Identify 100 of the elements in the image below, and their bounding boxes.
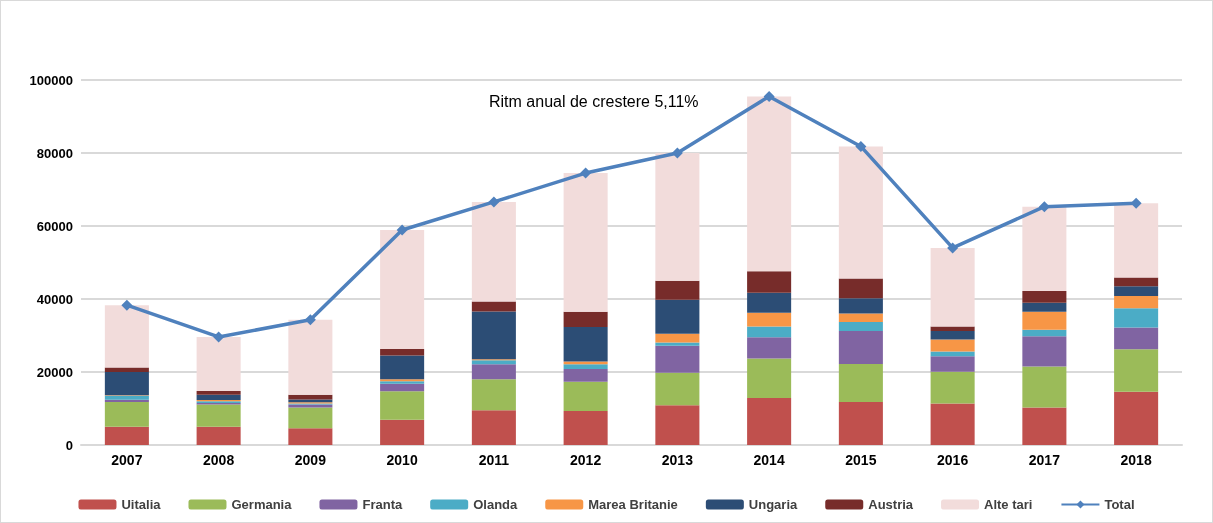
bar (471, 360, 516, 365)
legend-label: Uitalia (121, 497, 162, 512)
bar (655, 405, 700, 445)
bar (380, 349, 425, 356)
y-tick-label: 100000 (29, 72, 73, 88)
x-tick-label: 2018 (1120, 452, 1152, 468)
bar (747, 96, 792, 272)
bar (655, 333, 700, 343)
bar (196, 426, 241, 445)
bar (655, 299, 700, 334)
bar (380, 391, 425, 420)
bar (838, 331, 883, 364)
bar (380, 419, 425, 445)
bar (1114, 349, 1159, 392)
bar (104, 401, 149, 427)
bar (1114, 296, 1159, 309)
point (671, 147, 683, 159)
annotation: Ritm anual de crestere 5,11% (489, 92, 699, 110)
bar (1114, 391, 1159, 445)
x-tick-label: 2010 (386, 452, 418, 468)
bar (1022, 290, 1067, 303)
bar (1114, 327, 1159, 350)
x-tick-label: 2014 (753, 452, 785, 468)
bar (104, 372, 149, 396)
bar (104, 426, 149, 445)
bar (563, 327, 608, 362)
bar (838, 322, 883, 332)
y-tick-label: 80000 (36, 145, 73, 161)
bar (563, 411, 608, 445)
bar (747, 358, 792, 398)
bar (471, 301, 516, 312)
point (1038, 201, 1050, 213)
bar (930, 371, 975, 404)
bar (471, 201, 516, 302)
bar (471, 379, 516, 411)
x-tick-label: 2017 (1028, 452, 1061, 468)
bar (196, 404, 241, 427)
bar (563, 381, 608, 412)
bar (563, 173, 608, 312)
bar (288, 428, 333, 445)
point (396, 224, 408, 236)
bar (1114, 308, 1159, 328)
bar (1022, 329, 1067, 337)
bar (838, 146, 883, 279)
bar (838, 298, 883, 314)
bar (563, 364, 608, 370)
bar (930, 331, 975, 340)
bar (655, 372, 700, 406)
bar (655, 342, 700, 346)
bar (838, 278, 883, 299)
bar (1022, 206, 1067, 291)
point (121, 299, 133, 311)
legend-label: Austria (868, 497, 914, 512)
bar (104, 367, 149, 372)
bar (747, 292, 792, 313)
point (947, 242, 959, 254)
point (763, 90, 775, 102)
x-tick-label: 2007 (111, 452, 143, 468)
x-tick-label: 2011 (478, 452, 510, 468)
bar (1114, 286, 1159, 297)
bar (104, 395, 149, 400)
bar (655, 345, 700, 373)
bar (930, 356, 975, 372)
bar (380, 230, 425, 350)
x-tick-label: 2009 (294, 452, 327, 468)
bar (1114, 277, 1159, 287)
bar (288, 319, 333, 395)
bar (1114, 203, 1159, 278)
point (213, 331, 225, 343)
bar (471, 311, 516, 360)
y-tick-label: 60000 (36, 218, 73, 234)
y-tick-label: 20000 (36, 364, 73, 380)
x-tick-label: 2013 (661, 452, 694, 468)
bar (838, 363, 883, 402)
bar (838, 313, 883, 322)
x-tick-label: 2012 (570, 452, 602, 468)
point (855, 140, 867, 152)
bar (930, 339, 975, 352)
point (580, 167, 592, 179)
bar (380, 355, 425, 380)
bar (930, 403, 975, 445)
bar (1022, 302, 1067, 312)
x-tick-label: 2008 (203, 452, 235, 468)
bar (1022, 366, 1067, 408)
bar (288, 407, 333, 429)
bar (104, 305, 149, 368)
bar (196, 390, 241, 395)
bar (1022, 407, 1067, 445)
bar (196, 336, 241, 391)
bar (563, 369, 608, 382)
legend-label: Total (1104, 497, 1135, 512)
legend-label: Olanda (473, 497, 519, 512)
x-tick-label: 2016 (937, 452, 969, 468)
bar (747, 271, 792, 293)
point (304, 314, 316, 326)
bar (930, 326, 975, 332)
bar (655, 153, 700, 281)
bar (930, 247, 975, 327)
bar (196, 394, 241, 401)
y-tick-label: 0 (65, 437, 73, 453)
